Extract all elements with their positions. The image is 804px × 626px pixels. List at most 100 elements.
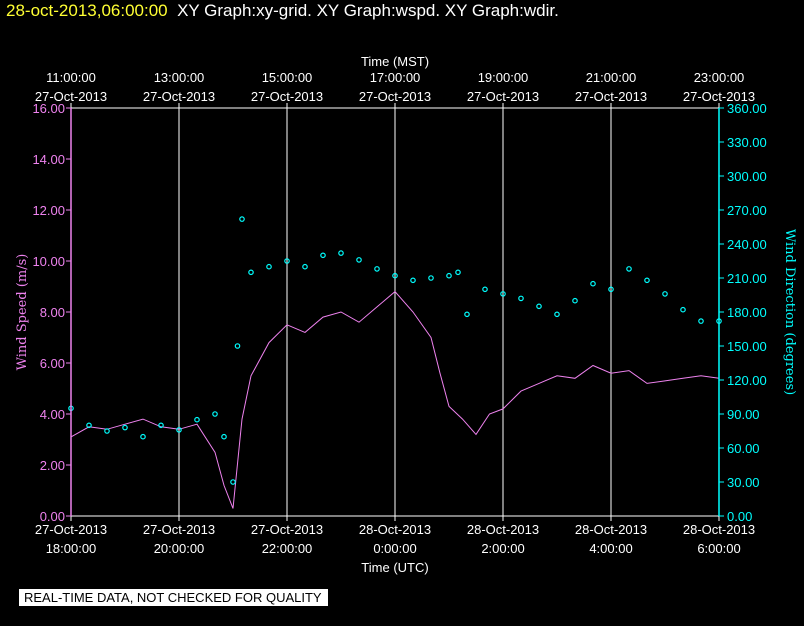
wind-direction-point bbox=[176, 427, 182, 433]
y2-tick-label: 240.00 bbox=[727, 237, 767, 252]
wind-direction-point bbox=[212, 411, 218, 417]
y2-tick-label: 90.00 bbox=[727, 407, 760, 422]
wind-direction-point bbox=[680, 306, 686, 313]
y2-tick-label: 270.00 bbox=[727, 203, 767, 218]
wind-direction-point bbox=[374, 266, 380, 272]
wind-direction-point bbox=[662, 291, 668, 297]
x-tick-label-date: 27-Oct-2013 bbox=[251, 522, 323, 537]
wind-direction-point bbox=[248, 269, 254, 276]
chart-axes: 27-Oct-2013 18:00:00 11:00:00 27-Oct-2013 27… bbox=[32, 70, 766, 556]
wind-speed-line bbox=[70, 290, 720, 509]
wind-direction-point bbox=[446, 272, 452, 279]
x-tick-label-date: 28-Oct-2013 bbox=[683, 522, 755, 537]
y2-tick-label: 210.00 bbox=[727, 271, 767, 286]
x2-tick-label-date: 27-Oct-2013 bbox=[575, 89, 647, 104]
wind-direction-point bbox=[230, 479, 236, 485]
y-tick-label: 14.00 bbox=[32, 152, 65, 167]
wind-direction-point bbox=[554, 311, 560, 318]
wind-direction-point bbox=[410, 277, 416, 284]
wind-direction-point bbox=[104, 428, 110, 434]
wind-direction-point bbox=[221, 433, 227, 440]
wind-direction-point bbox=[194, 416, 200, 423]
y2-tick-label: 300.00 bbox=[727, 169, 767, 184]
y2-tick-label: 150.00 bbox=[727, 339, 767, 354]
x2-tick-label-date: 27-Oct-2013 bbox=[467, 89, 539, 104]
y-axis-label-left: Wind Speed (m/s) bbox=[15, 254, 30, 371]
wind-direction-point bbox=[500, 291, 506, 297]
x-tick-label-time: 0:00:00 bbox=[373, 541, 416, 556]
wind-direction-point bbox=[392, 272, 398, 279]
y2-tick-label: 180.00 bbox=[727, 305, 767, 320]
wind-direction-point bbox=[320, 252, 326, 259]
wind-direction-point bbox=[356, 257, 362, 263]
wind-direction-point bbox=[698, 318, 704, 324]
x2-tick-label-time: 15:00:00 bbox=[262, 70, 313, 85]
y2-tick-label: 330.00 bbox=[727, 135, 767, 150]
x2-tick-label-date: 27-Oct-2013 bbox=[683, 89, 755, 104]
wind-direction-point bbox=[158, 422, 164, 429]
x2-tick-label-time: 19:00:00 bbox=[478, 70, 529, 85]
graph-header: 28-oct-2013,06:00:00 XY Graph:xy-grid. X… bbox=[6, 1, 559, 21]
wind-direction-point bbox=[338, 250, 344, 256]
x-tick-label-date: 28-Oct-2013 bbox=[575, 522, 647, 537]
wind-direction-point bbox=[644, 277, 650, 284]
y-axis-label-right: Wind Direction (degrees) bbox=[782, 229, 797, 395]
wind-speed-series bbox=[70, 290, 720, 509]
wind-direction-point bbox=[536, 303, 542, 310]
x-tick-label-date: 27-Oct-2013 bbox=[143, 522, 215, 537]
y2-tick-label: 30.00 bbox=[727, 475, 760, 490]
wind-direction-point bbox=[590, 280, 596, 287]
wind-direction-point bbox=[266, 263, 272, 270]
wind-direction-point bbox=[122, 424, 128, 431]
y-tick-label: 0.00 bbox=[40, 509, 65, 524]
quality-notice: REAL-TIME DATA, NOT CHECKED FOR QUALITY bbox=[19, 589, 328, 606]
x2-tick-label-time: 11:00:00 bbox=[46, 70, 96, 85]
wind-direction-point bbox=[482, 286, 488, 293]
x2-tick-label-date: 27-Oct-2013 bbox=[251, 89, 323, 104]
x-tick-label-time: 20:00:00 bbox=[154, 541, 205, 556]
x-tick-label-time: 2:00:00 bbox=[481, 541, 524, 556]
y-tick-label: 4.00 bbox=[40, 407, 65, 422]
x2-tick-label-date: 27-Oct-2013 bbox=[35, 89, 107, 104]
wind-direction-point bbox=[428, 275, 434, 281]
y-tick-label: 8.00 bbox=[40, 305, 65, 320]
x2-tick-label-time: 21:00:00 bbox=[586, 70, 637, 85]
wind-direction-point bbox=[626, 266, 632, 272]
wind-direction-point bbox=[284, 258, 290, 264]
x-tick-label-date: 28-Oct-2013 bbox=[359, 522, 431, 537]
y2-tick-label: 120.00 bbox=[727, 373, 767, 388]
x2-tick-label-time: 23:00:00 bbox=[694, 70, 745, 85]
y2-tick-label: 60.00 bbox=[727, 441, 760, 456]
x-axis-label-utc: Time (UTC) bbox=[361, 560, 428, 575]
wind-direction-point bbox=[455, 269, 461, 276]
y-tick-label: 2.00 bbox=[40, 458, 65, 473]
wind-direction-point bbox=[239, 216, 245, 222]
x-tick-label-time: 22:00:00 bbox=[262, 541, 313, 556]
grid-lines bbox=[178, 108, 612, 516]
wind-direction-point bbox=[140, 433, 146, 440]
y2-tick-label: 360.00 bbox=[727, 101, 767, 116]
x2-tick-label-date: 27-Oct-2013 bbox=[143, 89, 215, 104]
x2-tick-label-time: 13:00:00 bbox=[154, 70, 205, 85]
y-tick-label: 6.00 bbox=[40, 356, 65, 371]
y2-tick-label: 0.00 bbox=[727, 509, 752, 524]
x-tick-label-date: 27-Oct-2013 bbox=[35, 522, 107, 537]
wind-direction-point bbox=[518, 295, 524, 302]
header-graph-list: XY Graph:xy-grid. XY Graph:wspd. XY Grap… bbox=[177, 1, 559, 20]
y-tick-label: 16.00 bbox=[32, 101, 65, 116]
wind-direction-point bbox=[608, 286, 614, 293]
x-tick-label-time: 6:00:00 bbox=[697, 541, 740, 556]
wind-direction-point bbox=[302, 263, 308, 270]
x2-tick-label-date: 27-Oct-2013 bbox=[359, 89, 431, 104]
wind-direction-point bbox=[464, 311, 470, 318]
x-tick-label-time: 18:00:00 bbox=[46, 541, 97, 556]
wind-direction-point bbox=[234, 343, 241, 349]
header-timestamp: 28-oct-2013,06:00:00 bbox=[6, 1, 168, 20]
x2-tick-label-time: 17:00:00 bbox=[370, 70, 421, 85]
x-axis-label-mst: Time (MST) bbox=[361, 54, 429, 69]
x-tick-label-date: 28-Oct-2013 bbox=[467, 522, 539, 537]
wind-direction-point bbox=[86, 422, 92, 429]
y-tick-label: 12.00 bbox=[32, 203, 65, 218]
wind-direction-series bbox=[68, 216, 722, 485]
